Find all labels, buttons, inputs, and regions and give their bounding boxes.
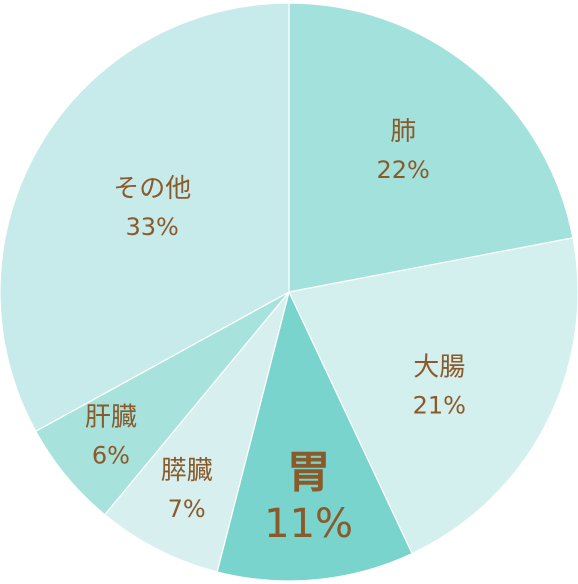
slice-percent-label: 6% (92, 441, 130, 469)
slice-percent-label: 33% (126, 213, 179, 241)
pie-labels: 肺 22% 大腸 21% 胃11% 膵臓 7% 肝臓 6% その他 33% (85, 117, 466, 547)
slice-label: 肝臓 (85, 402, 137, 432)
slice-label: 大腸 (413, 353, 465, 383)
pie-slice (103, 291, 290, 573)
pie-slice (0, 2, 290, 433)
slice-label: 肺 (390, 117, 416, 147)
slice-percent-label: 22% (377, 156, 430, 184)
slice-percent-label: 11% (264, 501, 353, 547)
slice-percent-label: 7% (168, 495, 206, 523)
pie-slice (288, 2, 574, 293)
slice-label: 膵臓 (161, 456, 213, 486)
slice-label: その他 (113, 174, 191, 204)
pie-slice (216, 290, 413, 582)
slice-label: 胃 (287, 447, 331, 498)
slice-percent-label: 21% (413, 392, 466, 420)
